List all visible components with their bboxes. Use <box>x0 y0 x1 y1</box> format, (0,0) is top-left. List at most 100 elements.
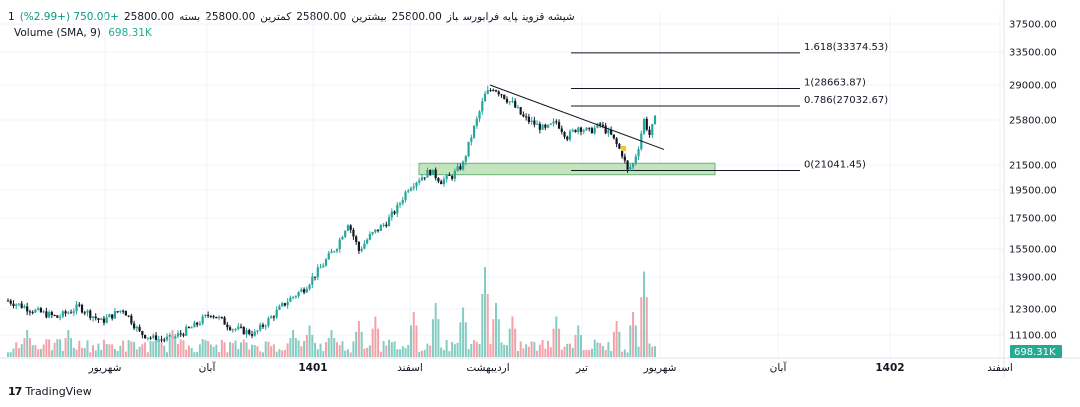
volume-bar <box>20 344 23 357</box>
volume-bar <box>231 343 234 357</box>
candle-body <box>494 90 498 92</box>
price-tick-label: 37500.00 <box>1009 20 1057 31</box>
volume-bar <box>399 349 402 357</box>
volume-value: 698.31K <box>108 27 152 39</box>
candle-body <box>311 276 314 285</box>
candle-body <box>596 123 599 128</box>
candle-body <box>39 308 42 313</box>
volume-bar <box>577 325 580 357</box>
symbol-name[interactable]: شیشه قزوین <box>522 11 575 23</box>
candle-body <box>500 94 503 96</box>
candle-body <box>217 316 221 319</box>
candle-body <box>588 127 591 129</box>
candle-body <box>355 236 358 242</box>
volume-bar <box>70 338 73 357</box>
candle-body <box>53 315 56 317</box>
volume-bar <box>108 344 111 357</box>
candle-body <box>508 101 511 103</box>
candle-body <box>78 304 81 306</box>
grid-lines <box>0 14 1004 358</box>
candle-body <box>231 329 234 331</box>
candle-body <box>451 175 454 179</box>
candle-body <box>634 156 637 164</box>
candle-body <box>505 98 509 103</box>
candle-body <box>72 311 75 313</box>
volume-bar <box>272 344 275 357</box>
candle-body <box>607 129 610 134</box>
fib-label: 0.786(27032.67) <box>804 95 888 106</box>
volume-bar <box>86 340 89 357</box>
volume-bar <box>174 338 177 357</box>
volume-bar <box>83 348 86 357</box>
volume-bar <box>223 342 226 357</box>
volume-bar <box>420 350 423 357</box>
volume-bar <box>527 346 530 357</box>
candle-body <box>48 312 51 318</box>
volume-bar <box>155 339 158 357</box>
candle-body <box>557 122 561 129</box>
candle-body <box>415 182 418 187</box>
volume-legend[interactable]: Volume (SMA, 9) 698.31K <box>14 27 152 39</box>
candle-body <box>226 324 229 328</box>
candle-body <box>300 289 303 292</box>
volume-bar <box>56 339 59 357</box>
candle-body <box>15 304 18 307</box>
candle-body <box>486 90 489 94</box>
tradingview-logo-icon: 17 <box>8 385 22 398</box>
tradingview-brand[interactable]: 17 TradingView <box>8 385 92 398</box>
fib-levels: 1.618(33374.53) 1(28663.87) 0.786(27032.67… <box>571 42 888 172</box>
change-value: +750.00 (+2.99%) <box>19 11 119 23</box>
candle-body <box>610 129 613 135</box>
candle-body <box>308 284 311 289</box>
high-value: 25800.00 <box>296 11 347 23</box>
volume-bar <box>489 343 492 357</box>
candle-body <box>80 304 84 313</box>
candle-body <box>453 170 456 179</box>
volume-bar <box>382 340 385 357</box>
volume-bar <box>388 339 391 357</box>
volume-bar <box>478 343 481 357</box>
volume-bar <box>415 325 418 357</box>
interval-label: 1 <box>8 11 15 23</box>
volume-bar <box>100 349 103 357</box>
candle-body <box>582 130 585 132</box>
volume-bar <box>253 345 256 357</box>
close-value: 25800.00 <box>123 11 175 23</box>
volume-bar <box>385 345 388 357</box>
candle-body <box>250 334 254 336</box>
candle-body <box>228 327 232 330</box>
candle-body <box>12 303 15 307</box>
volume-bar <box>75 349 78 357</box>
volume-bar <box>462 307 465 357</box>
candle-body <box>393 211 396 214</box>
volume-bar <box>237 348 240 357</box>
volume-bar <box>560 349 563 357</box>
volume-bar <box>31 345 34 357</box>
volume-bar <box>53 342 56 357</box>
candle-body <box>448 175 451 177</box>
candle-body <box>552 121 555 124</box>
volume-bar <box>176 343 179 357</box>
candle-body <box>138 326 141 332</box>
candle-body <box>130 315 133 324</box>
volume-bar <box>201 339 204 357</box>
volume-bar <box>152 341 155 357</box>
marker-icon <box>621 146 626 151</box>
candle-body <box>100 318 103 321</box>
candle-body <box>127 315 130 317</box>
candle-body <box>207 314 210 316</box>
volume-bar <box>135 349 138 357</box>
volume-bar <box>97 343 100 357</box>
volume-bar <box>89 352 92 357</box>
volume-bar <box>473 340 476 357</box>
candle-body <box>335 249 339 252</box>
candle-body <box>374 229 377 233</box>
time-tick-label: تیر <box>575 362 588 374</box>
exchange-name: پایه فرابورس <box>463 11 518 23</box>
candle-body <box>601 124 605 126</box>
candle-body <box>141 331 144 335</box>
volume-bar <box>475 341 478 357</box>
volume-bar <box>61 350 64 357</box>
candle-body <box>261 324 265 327</box>
